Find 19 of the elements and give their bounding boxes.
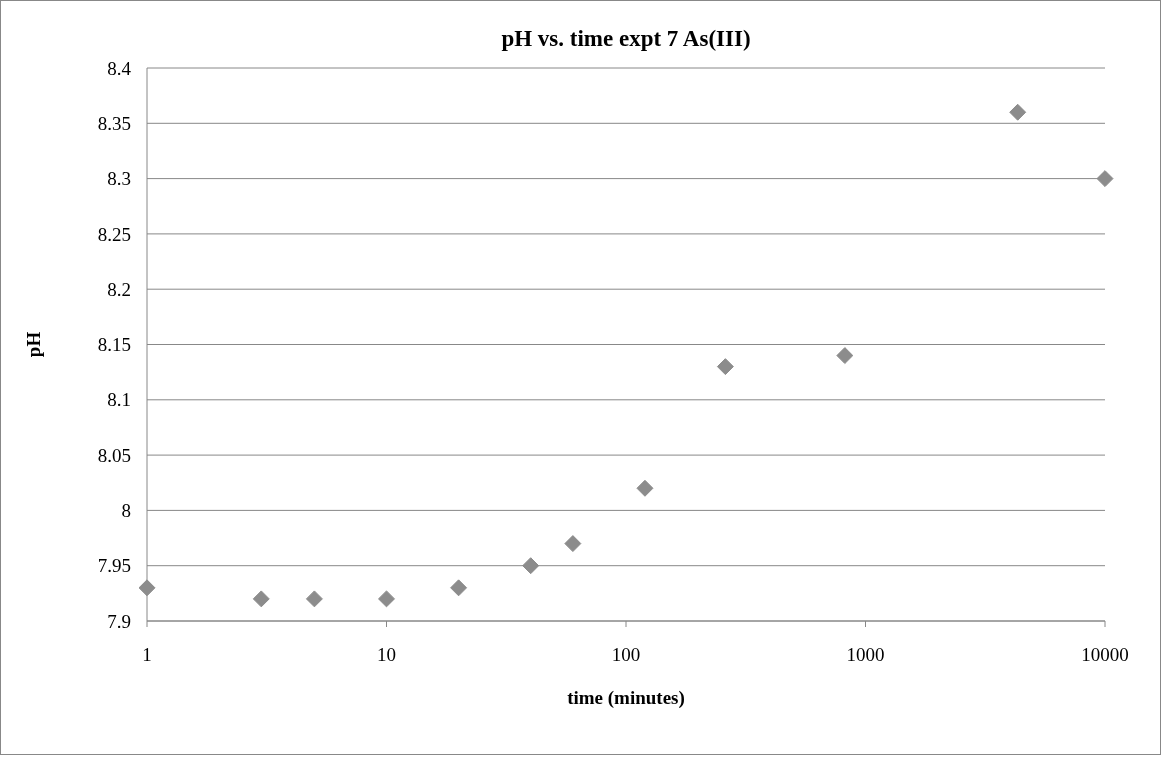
x-tick-label: 100 [611,644,641,665]
y-tick-label: 8.15 [97,334,131,356]
y-axis-title: pH [23,331,44,358]
x-tick-label: 10 [377,644,396,665]
y-tick-label: 8.3 [107,168,131,190]
x-tick-label: 1 [142,644,152,665]
y-tick-label: 8.1 [107,389,131,411]
x-tick-label: 10000 [1081,644,1129,665]
y-tick-label: 8.25 [97,223,131,245]
x-axis-title: time (minutes) [567,687,685,709]
y-tick-label: 8.2 [107,278,131,300]
y-tick-label: 7.95 [97,555,131,577]
chart-title: pH vs. time expt 7 As(III) [501,26,751,51]
y-tick-label: 8.05 [97,444,131,466]
y-tick-label: 8.4 [107,57,132,79]
y-tick-label: 7.9 [107,610,131,632]
y-tick-label: 8.35 [97,112,131,134]
x-tick-label: 1000 [846,644,885,665]
y-tick-label: 8 [121,500,131,522]
